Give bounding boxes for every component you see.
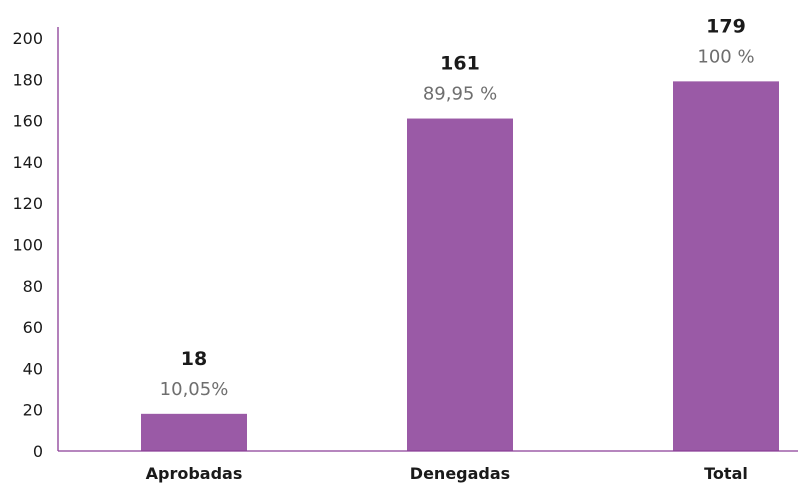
y-tick-label-200: 200 bbox=[12, 29, 43, 48]
category-label-denegadas: Denegadas bbox=[410, 464, 510, 483]
y-tick-label-40: 40 bbox=[23, 359, 43, 378]
bar-denegadas bbox=[407, 118, 513, 451]
value-label-total: 179 bbox=[706, 15, 746, 37]
value-label-aprobadas: 18 bbox=[181, 348, 207, 370]
y-tick-label-20: 20 bbox=[23, 401, 43, 420]
category-label-aprobadas: Aprobadas bbox=[146, 464, 243, 483]
percent-label-total: 100 % bbox=[697, 46, 754, 67]
y-tick-label-80: 80 bbox=[23, 277, 43, 296]
y-tick-label-60: 60 bbox=[23, 318, 43, 337]
value-label-denegadas: 161 bbox=[440, 53, 480, 75]
y-axis-ticks: 0 20 40 60 80 100 120 140 160 180 200 bbox=[12, 29, 43, 461]
percent-label-denegadas: 89,95 % bbox=[423, 84, 497, 105]
y-tick-label-120: 120 bbox=[12, 194, 43, 213]
y-tick-label-160: 160 bbox=[12, 112, 43, 131]
percent-label-aprobadas: 10,05% bbox=[160, 379, 229, 400]
bar-aprobadas bbox=[141, 413, 247, 451]
bars bbox=[141, 81, 779, 452]
category-label-total: Total bbox=[704, 464, 748, 483]
value-labels: 18 10,05% 161 89,95 % 179 100 % bbox=[160, 15, 755, 399]
y-tick-label-0: 0 bbox=[33, 442, 43, 461]
x-axis-category-labels: Aprobadas Denegadas Total bbox=[146, 464, 748, 483]
bar-total bbox=[673, 81, 779, 452]
y-tick-label-180: 180 bbox=[12, 70, 43, 89]
y-tick-label-100: 100 bbox=[12, 236, 43, 255]
y-tick-label-140: 140 bbox=[12, 153, 43, 172]
